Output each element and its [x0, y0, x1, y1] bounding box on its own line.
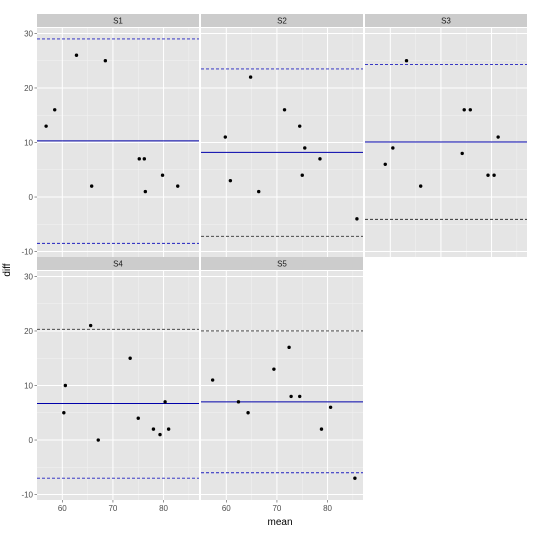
facet-strip-label: S4 [113, 260, 123, 269]
data-point [89, 184, 94, 188]
data-point [298, 124, 302, 128]
data-point [383, 162, 387, 167]
data-point [355, 217, 359, 221]
data-point [163, 400, 167, 404]
data-point [248, 75, 253, 79]
data-point [223, 135, 227, 139]
data-point [462, 108, 466, 112]
x-axis-title: mean [267, 517, 292, 528]
facet-strip-label: S5 [277, 260, 287, 269]
x-tick-label: 60 [222, 504, 231, 513]
data-point [300, 173, 304, 177]
facet-panel-s1: S1 -10 0 10 20 30 [21, 14, 199, 257]
data-point [103, 59, 108, 63]
data-point [44, 124, 48, 128]
data-point [391, 146, 395, 150]
data-point [62, 411, 66, 415]
facet-strip [365, 14, 527, 27]
data-point [63, 383, 68, 388]
data-point [298, 394, 302, 399]
x-tick-label: 80 [159, 504, 168, 513]
facet-strip [201, 14, 363, 27]
y-tick-label: -10 [21, 248, 33, 257]
data-point [289, 394, 293, 399]
data-point [418, 184, 423, 188]
y-tick-label: 0 [29, 193, 34, 202]
y-tick-label: 10 [24, 382, 33, 391]
data-point [492, 173, 496, 177]
data-point [496, 135, 500, 139]
facet-panel-s5: S5 60 70 80 [201, 257, 363, 513]
data-point [246, 411, 250, 415]
data-point [210, 378, 215, 382]
facet-panel-s3: S3 [365, 14, 527, 257]
data-point [88, 323, 93, 328]
data-point [158, 432, 162, 437]
data-point [282, 108, 287, 112]
data-point [486, 173, 490, 177]
y-tick-label: -10 [21, 491, 33, 500]
data-point [353, 476, 357, 480]
data-point [74, 53, 79, 57]
data-point [176, 184, 180, 188]
data-point [142, 157, 147, 161]
y-tick-label: 10 [24, 139, 33, 148]
y-tick-label: 20 [24, 84, 33, 93]
data-point [236, 400, 241, 404]
facet-panel-s2: S2 [201, 14, 363, 257]
x-tick-label: 70 [108, 504, 117, 513]
data-point [404, 59, 409, 63]
facet-strip-label: S1 [113, 17, 123, 26]
y-tick-label: 20 [24, 327, 33, 336]
facet-strip-label: S2 [277, 17, 287, 26]
data-point [460, 151, 464, 156]
data-point [160, 173, 165, 177]
y-tick-label: 30 [24, 272, 33, 281]
data-point [136, 416, 140, 420]
data-point [318, 157, 322, 161]
data-point [272, 367, 276, 371]
facet-strip [37, 257, 199, 270]
data-point [303, 146, 307, 150]
x-tick-label: 60 [58, 504, 67, 513]
facet-strip [201, 257, 363, 270]
data-point [319, 427, 324, 431]
data-point [468, 108, 472, 112]
facet-strip [37, 14, 199, 27]
x-tick-label: 80 [323, 504, 332, 513]
panels-layer: S1 -10 0 10 20 30 S2 S3 S4 -10 0 10 20 30 60 70 80 S5 60 70… [21, 14, 527, 513]
data-point [128, 356, 132, 360]
y-axis-title: diff [2, 263, 13, 276]
y-tick-label: 0 [29, 436, 34, 445]
facet-strip-label: S3 [441, 17, 451, 26]
data-point [257, 189, 261, 194]
data-point [53, 108, 57, 112]
data-point [143, 189, 148, 194]
data-point [166, 427, 171, 431]
data-point [151, 427, 156, 431]
x-tick-label: 70 [272, 504, 281, 513]
y-tick-label: 30 [24, 29, 33, 38]
facet-panel-s4: S4 -10 0 10 20 30 60 70 80 [21, 257, 199, 513]
data-point [96, 438, 100, 442]
data-point [228, 178, 233, 183]
data-point [328, 405, 333, 410]
data-point [287, 345, 291, 350]
data-point [137, 157, 141, 161]
